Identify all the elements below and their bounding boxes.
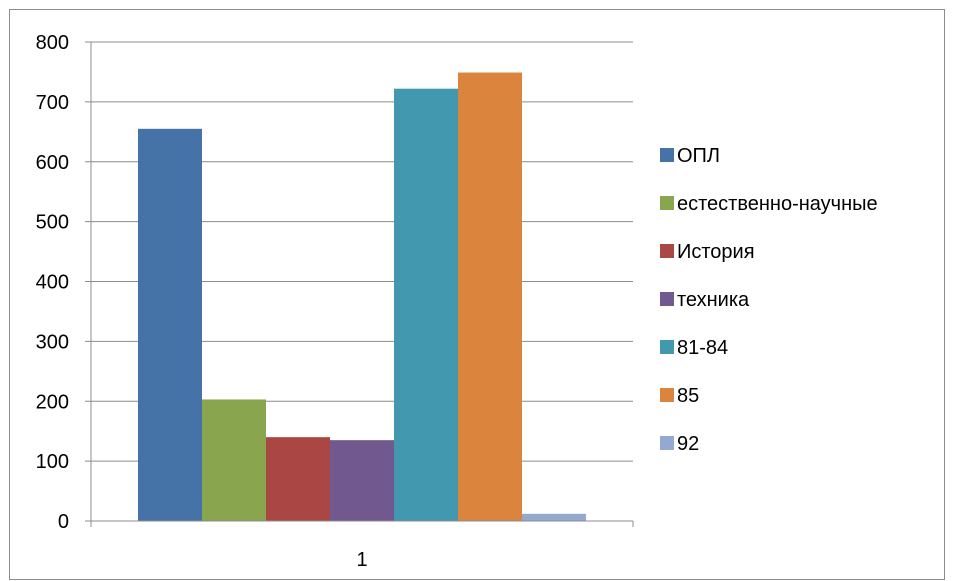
y-tick-label: 100 <box>36 451 69 473</box>
y-tick-labels: 0 100 200 300 400 500 600 700 800 <box>36 32 69 533</box>
legend-label: История <box>677 241 755 263</box>
legend-swatch <box>660 292 674 306</box>
axes <box>85 41 634 527</box>
y-tick-label: 800 <box>36 32 69 54</box>
x-tick-labels: 1 <box>356 549 367 571</box>
legend-swatch <box>660 388 674 402</box>
y-tick-label: 200 <box>36 391 69 413</box>
x-tick-label: 1 <box>356 549 367 571</box>
bar-естественно-научные <box>202 399 266 521</box>
legend-label: 81-84 <box>677 337 728 359</box>
legend-swatch <box>660 244 674 258</box>
legend-label: ОПЛ <box>677 145 720 167</box>
y-tick-label: 0 <box>58 511 69 533</box>
y-tick-label: 300 <box>36 331 69 353</box>
legend-label: естественно-научные <box>677 193 878 215</box>
bar-85 <box>458 72 522 521</box>
legend-label: 85 <box>677 385 699 407</box>
legend: ОПЛ естественно-научные История техника 81-8… <box>660 145 878 455</box>
bar-ОПЛ <box>138 128 202 521</box>
legend-label: техника <box>677 289 750 311</box>
legend-swatch <box>660 340 674 354</box>
bar-81-84 <box>394 88 458 521</box>
legend-swatch <box>660 148 674 162</box>
y-tick-label: 700 <box>36 92 69 114</box>
y-tick-label: 600 <box>36 152 69 174</box>
legend-label: 92 <box>677 433 699 455</box>
y-tick-label: 400 <box>36 272 69 294</box>
bar-92 <box>522 513 586 521</box>
legend-swatch <box>660 436 674 450</box>
bar-История <box>266 437 330 521</box>
legend-swatch <box>660 196 674 210</box>
bars <box>138 72 586 521</box>
y-tick-label: 500 <box>36 212 69 234</box>
bar-техника <box>330 440 394 521</box>
